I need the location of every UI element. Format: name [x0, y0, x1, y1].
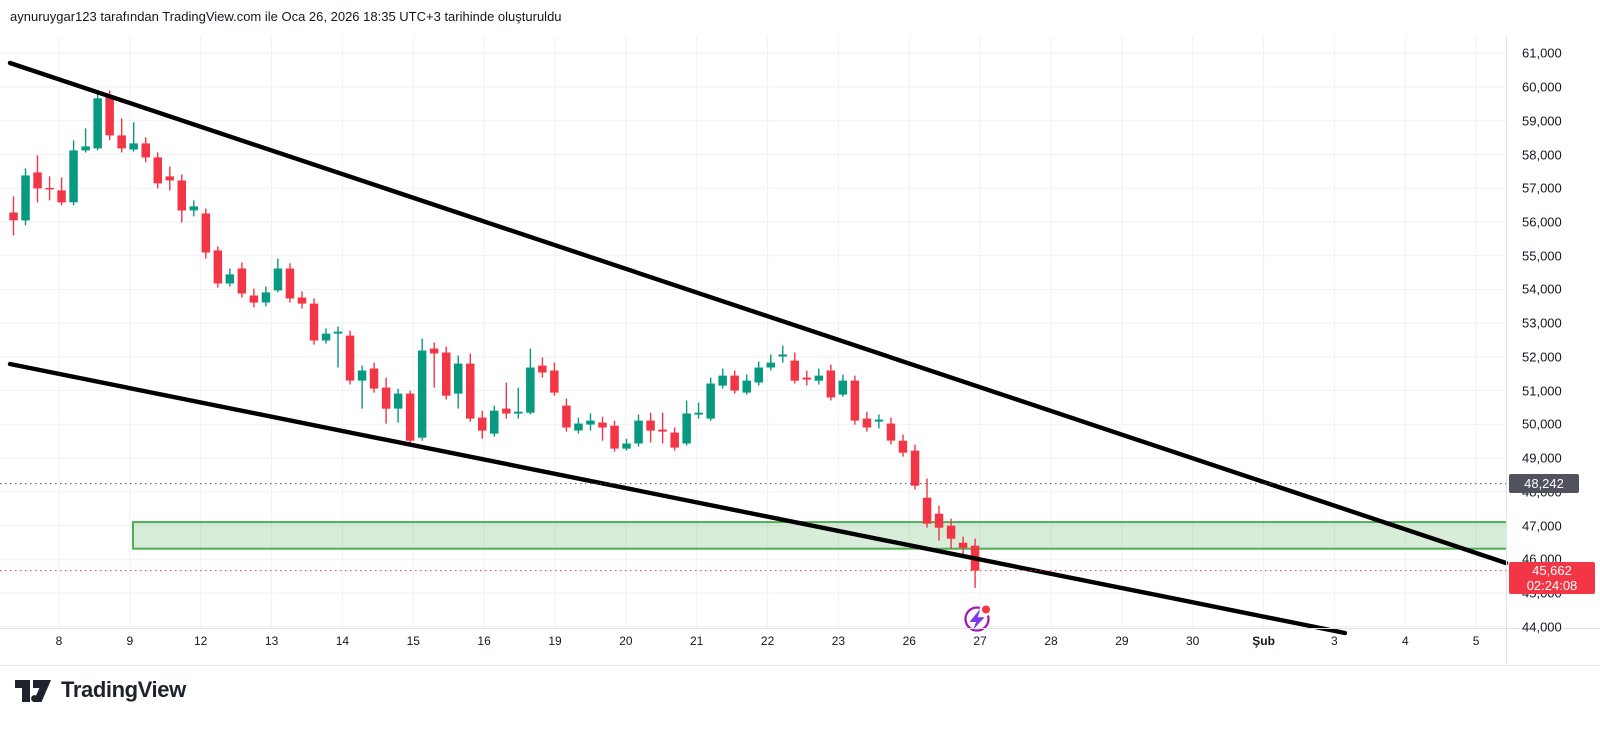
time-tick-label: 3: [1331, 634, 1338, 648]
time-tick-label: 26: [902, 634, 916, 648]
price-tick-label: 51,000: [1522, 383, 1562, 399]
price-tick-label: 53,000: [1522, 315, 1562, 331]
time-tick-label: 12: [194, 634, 208, 648]
price-tick-label: 49,000: [1522, 450, 1562, 466]
time-tick-label: 29: [1115, 634, 1129, 648]
time-tick-label: 16: [477, 634, 491, 648]
time-tick-label: 13: [264, 634, 279, 648]
tradingview-wordmark: TradingView: [61, 677, 186, 702]
time-tick-label: 20: [619, 634, 633, 648]
attribution-text: aynuruygar123 tarafından TradingView.com…: [10, 9, 562, 24]
time-tick-label: 28: [1044, 634, 1058, 648]
grid: [0, 36, 1506, 628]
price-tick-label: 44,000: [1522, 619, 1562, 635]
time-tick-label: 30: [1186, 634, 1200, 648]
price-tick-label: 57,000: [1522, 180, 1562, 196]
chart-bottom-border: [0, 665, 1600, 666]
tradingview-logo-icon: [15, 680, 51, 702]
last-price-label: 45,662 02:24:08: [1509, 561, 1595, 594]
price-tick-label: 52,000: [1522, 349, 1562, 365]
time-tick-label: 27: [973, 634, 987, 648]
flash-icon[interactable]: [964, 603, 993, 632]
last-price-value: 45,662: [1532, 562, 1572, 578]
time-tick-label: 23: [831, 634, 846, 648]
footer-brand[interactable]: TradingView: [14, 672, 186, 708]
time-tick-label: 14: [335, 634, 350, 648]
time-axis-border: [0, 628, 1600, 629]
price-tick-label: 58,000: [1522, 147, 1562, 162]
price-tick-label: 55,000: [1522, 248, 1562, 264]
price-axis-border: [1506, 36, 1507, 665]
time-tick-label: Şub: [1252, 634, 1275, 648]
time-tick-label: 15: [406, 634, 420, 648]
time-axis[interactable]: 8 9 12 13 14 15 16 19 20 21 22 23 26 27 28 29 30 Şub 3 4 5: [0, 628, 1506, 665]
price-tick-label: 61,000: [1522, 45, 1562, 61]
time-tick-label: 8: [55, 634, 63, 648]
lower-trendline[interactable]: [7, 361, 1348, 636]
upper-trendline[interactable]: [7, 60, 1509, 566]
time-tick-label: 21: [690, 634, 704, 648]
time-tick-label: 4: [1401, 634, 1409, 648]
price-axis[interactable]: 61,000 60,000 59,000 58,000 57,000 56,000 55,0…: [1506, 36, 1600, 634]
time-tick-label: 19: [548, 634, 562, 648]
time-tick-label: 9: [126, 634, 134, 648]
time-tick-label: 22: [760, 634, 775, 648]
price-tick-label: 54,000: [1522, 281, 1562, 297]
price-tick-label: 59,000: [1522, 113, 1562, 129]
price-tick-label: 47,000: [1522, 518, 1562, 533]
price-tick-label: 60,000: [1522, 79, 1562, 95]
price-tick-label: 56,000: [1522, 214, 1562, 230]
reference-price-value: 48,242: [1524, 476, 1564, 492]
price-tick-label: 50,000: [1522, 416, 1562, 432]
reference-price-label: 48,242: [1509, 474, 1579, 494]
time-tick-label: 5: [1472, 634, 1480, 648]
countdown-timer: 02:24:08: [1526, 577, 1578, 593]
